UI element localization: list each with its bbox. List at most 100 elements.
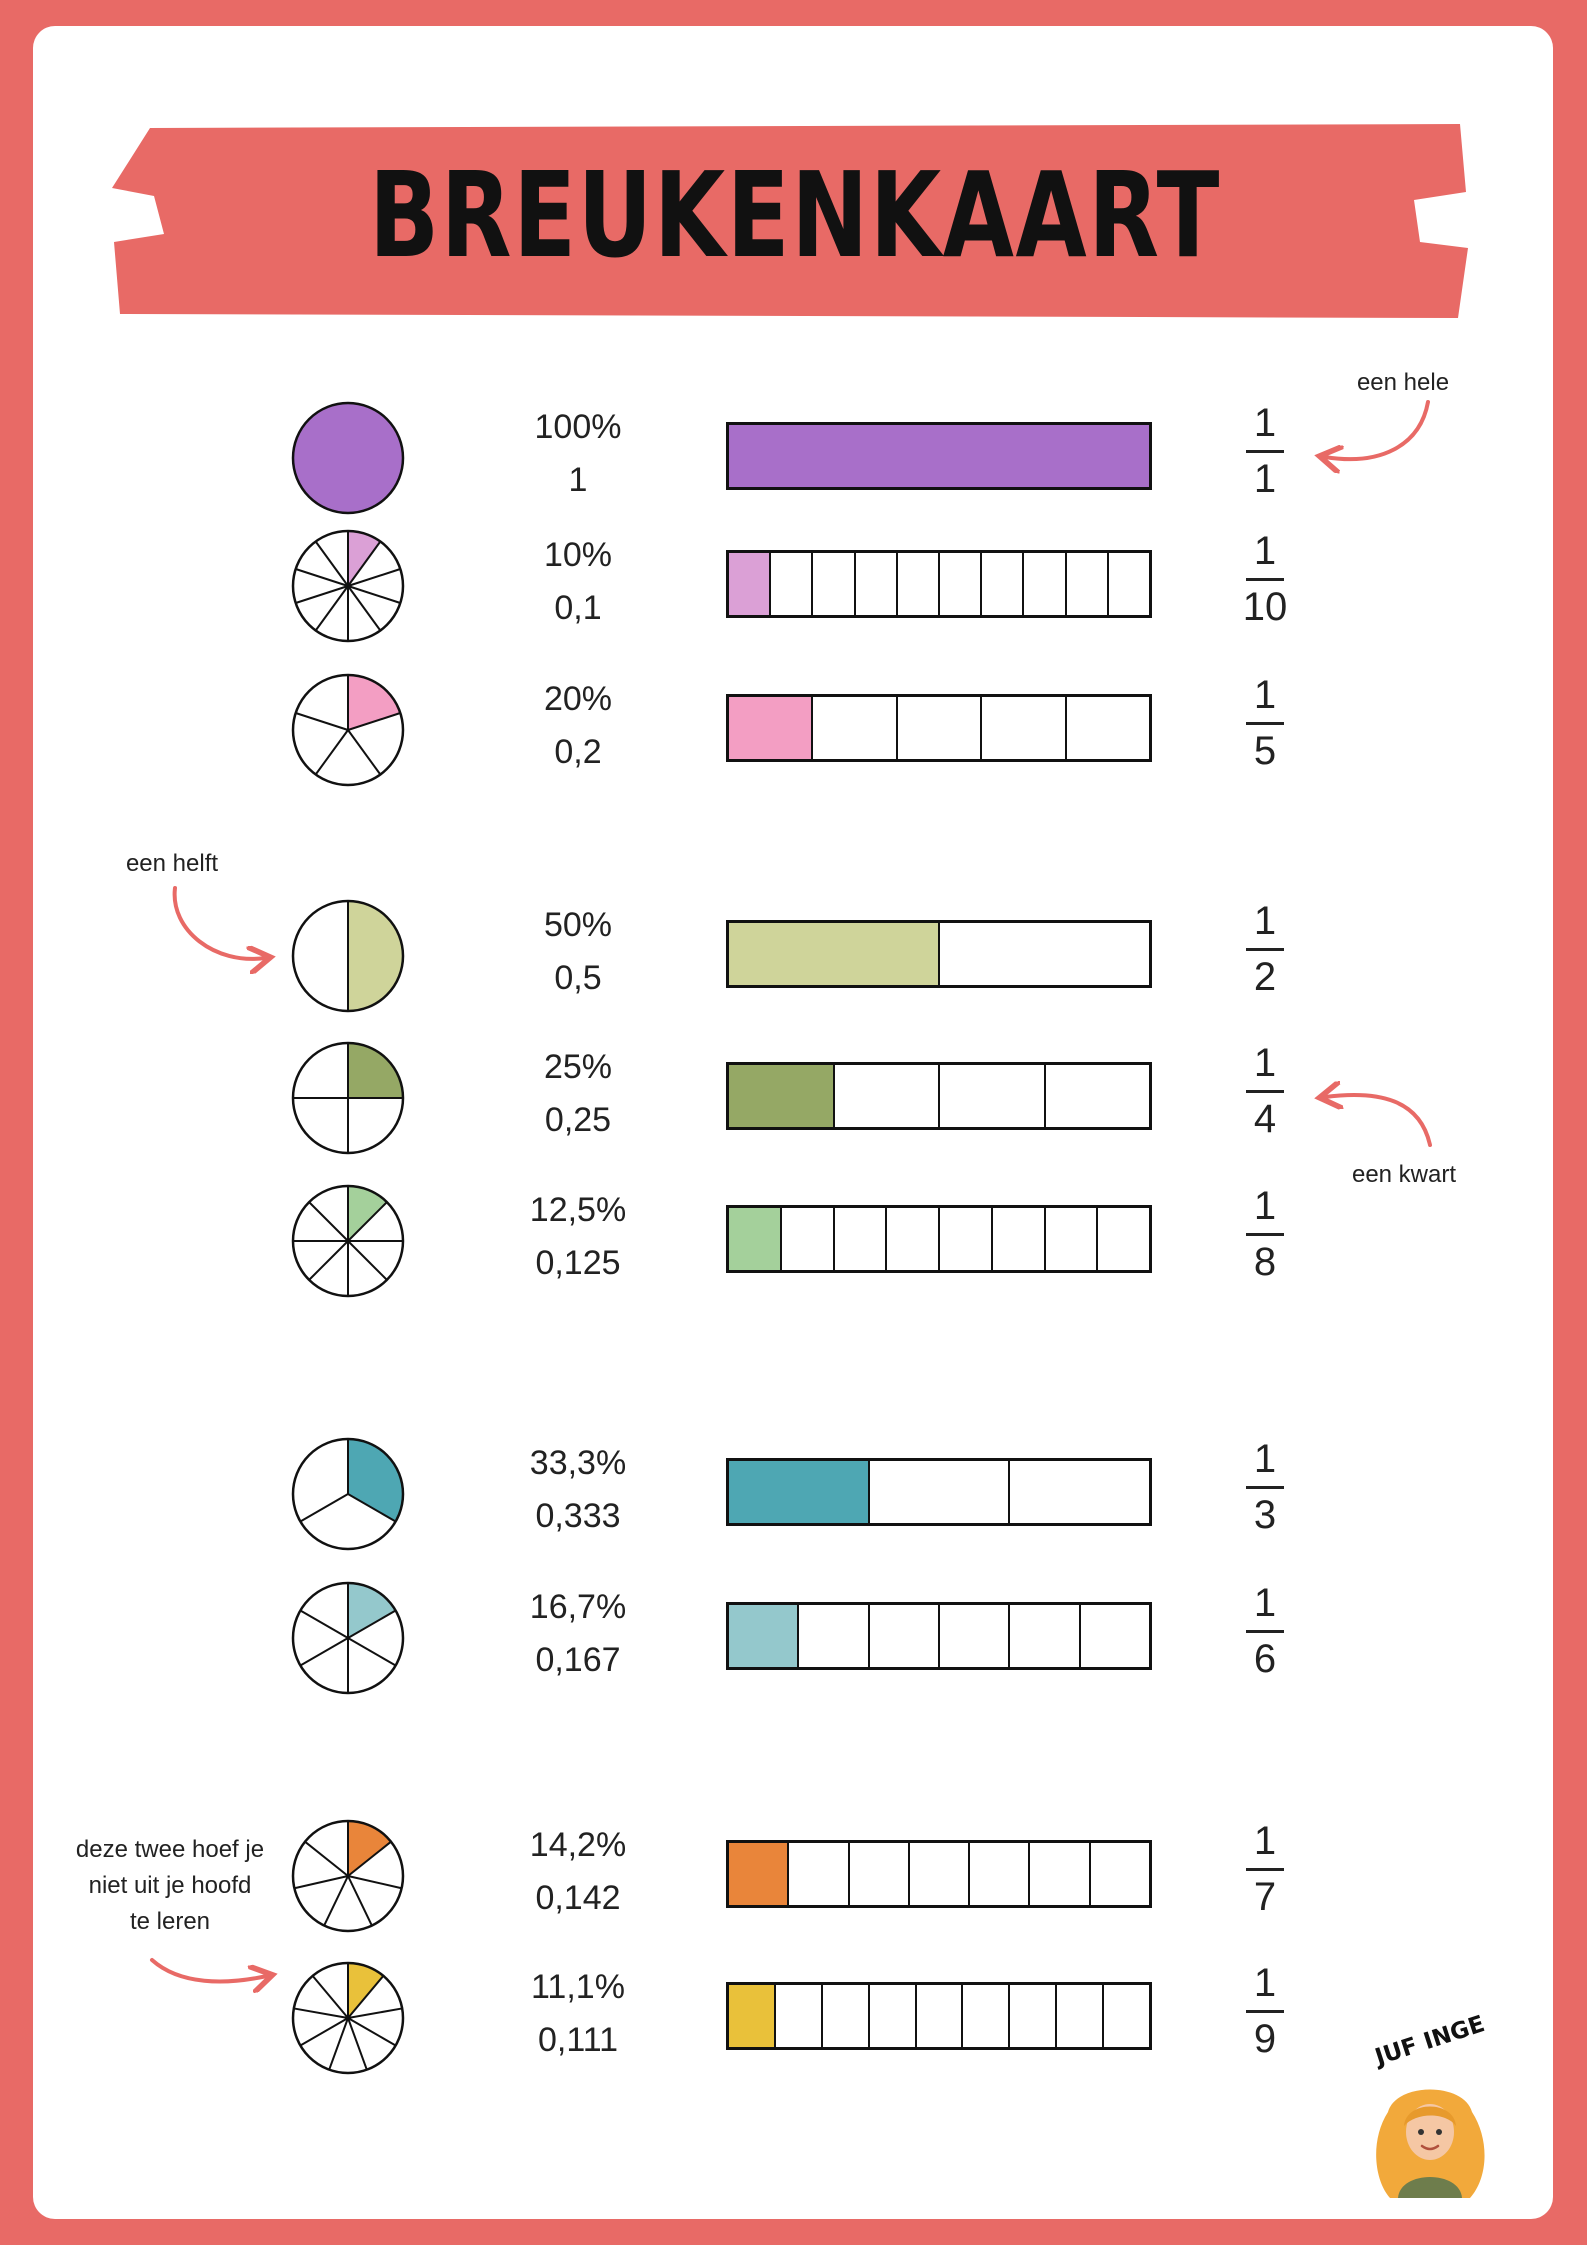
fraction-denominator: 4 (1253, 1097, 1277, 1141)
pie-divider (347, 1975, 385, 2019)
page-title: BREUKENKAART (369, 146, 1221, 284)
pie-slice-filled (348, 1963, 384, 2018)
fraction-pie (291, 1184, 405, 1298)
bar-segment (938, 1065, 1044, 1127)
fraction-numerator: 1 (1253, 1819, 1277, 1863)
percent-value: 33,3% (529, 1444, 627, 1482)
pie-divider (314, 729, 349, 776)
fraction-numerator: 1 (1253, 899, 1277, 943)
decimal-value: 0,25 (544, 1101, 612, 1139)
pie-divider (347, 2017, 397, 2047)
fraction-bar (726, 550, 1152, 618)
title-banner (112, 124, 1468, 318)
bar-segment (811, 697, 895, 759)
pie-divider (328, 2017, 349, 2071)
bar-segment (1106, 553, 1149, 615)
bar-segment (1008, 1461, 1149, 1523)
note-uit-hoofd-line-2: niet uit je hoofd (88, 1872, 252, 1899)
fraction-denominator: 9 (1253, 2017, 1277, 2061)
bar-segment (1008, 1985, 1055, 2047)
pie-divider (347, 2017, 368, 2071)
fraction-numerator: 1 (1253, 1184, 1277, 1228)
decimal-value: 0,111 (537, 2021, 619, 2059)
note-uit-hoofd-line-3: te leren (129, 1908, 211, 1935)
fraction-row: 12,5% 0,125 1 8 (0, 1183, 1587, 1303)
pie-divider (299, 2017, 349, 2047)
bar-segment-filled (729, 697, 812, 759)
bar-segment (968, 1843, 1028, 1905)
pie-divider (347, 1493, 397, 1523)
bar-segment (773, 1985, 821, 2047)
note-uit-hoofd: deze twee hoef je niet uit je hoofd te l… (50, 1832, 290, 1940)
pie-divider (347, 585, 401, 604)
pie-divider (295, 712, 349, 731)
fraction-denominator: 5 (1253, 729, 1277, 773)
bar-segment (895, 553, 938, 615)
pie-outline (291, 1819, 405, 1933)
fraction-denominator: 7 (1253, 1875, 1277, 1919)
juf-inge-logo (1376, 2089, 1485, 2198)
pie-divider (311, 1975, 349, 2019)
fraction-numerator: 1 (1253, 1041, 1277, 1085)
bar-segment (867, 1461, 1009, 1523)
fraction-denominator: 10 (1242, 585, 1288, 629)
pie-divider (347, 1875, 373, 1926)
bar-segment (937, 1605, 1008, 1667)
bar-segment (895, 697, 980, 759)
pie-divider (323, 1875, 349, 1926)
decimal-value: 0,1 (554, 589, 602, 627)
percent-value: 14,2% (529, 1826, 627, 1864)
pie-divider (314, 540, 349, 587)
pie-divider (293, 2007, 349, 2019)
decimal-value: 1 (568, 461, 588, 499)
fraction-line (1246, 450, 1284, 453)
percent-value: 100% (534, 408, 622, 446)
fraction-line (1246, 1233, 1284, 1236)
fraction-bar (726, 1982, 1152, 2050)
pie-divider (347, 585, 382, 632)
pie-divider (294, 1875, 349, 1890)
fraction-bar (726, 1840, 1152, 1908)
bar-segment (980, 697, 1064, 759)
fraction-line (1246, 948, 1284, 951)
bar-segment (797, 1605, 867, 1667)
decimal-value: 0,125 (535, 1244, 621, 1282)
bar-segment (1022, 553, 1064, 615)
bar-segment (938, 1208, 991, 1270)
fraction-row: 11,1% 0,111 1 9 (0, 1960, 1587, 2080)
fraction-line (1246, 1630, 1284, 1633)
pie-slice-filled (348, 1821, 392, 1876)
fraction-bar (726, 694, 1152, 762)
bar-segment (1043, 1065, 1150, 1127)
fraction-pie (291, 673, 405, 787)
pie-divider (347, 1609, 397, 1639)
pie-outline (291, 529, 405, 643)
pie-outline (291, 1437, 405, 1551)
pie-divider (347, 2007, 403, 2019)
bar-segment-filled (729, 1605, 798, 1667)
bar-segment (779, 1208, 833, 1270)
bar-segment (820, 1985, 868, 2047)
fraction-numerator: 1 (1253, 401, 1277, 445)
percent-value: 10% (543, 536, 613, 574)
pie-divider (304, 1840, 349, 1877)
percent-value: 16,7% (529, 1588, 627, 1626)
decimal-value: 0,5 (554, 959, 602, 997)
percent-value: 50% (543, 906, 613, 944)
fraction-line (1246, 1090, 1284, 1093)
fraction-line (1246, 1486, 1284, 1489)
bar-segment-filled (729, 553, 770, 615)
pie-divider (299, 1493, 349, 1523)
fraction-pie (291, 1961, 405, 2075)
note-een-kwart: een kwart (1351, 1161, 1457, 1188)
fraction-numerator: 1 (1253, 1581, 1277, 1625)
bar-segment (1096, 1208, 1149, 1270)
bar-segment (907, 1843, 968, 1905)
pie-divider (299, 1609, 349, 1639)
bar-segment-filled (729, 1461, 868, 1523)
fraction-line (1246, 2010, 1284, 2013)
fraction-line (1246, 578, 1284, 581)
